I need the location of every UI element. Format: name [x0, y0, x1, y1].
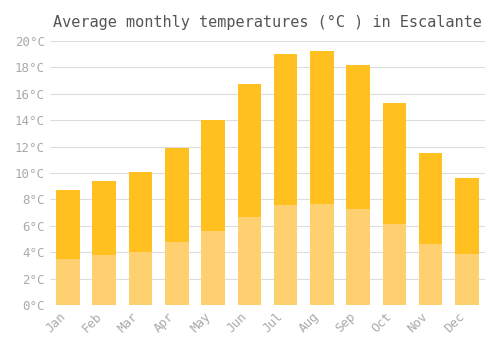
Title: Average monthly temperatures (°C ) in Escalante: Average monthly temperatures (°C ) in Es… — [53, 15, 482, 30]
Bar — [238, 84, 261, 305]
Bar — [455, 254, 478, 305]
Bar — [165, 242, 188, 305]
Bar — [310, 51, 334, 305]
Bar — [382, 103, 406, 305]
Bar — [56, 190, 80, 305]
Bar — [92, 181, 116, 305]
Bar — [274, 205, 297, 305]
Bar — [128, 252, 152, 305]
Bar — [128, 172, 152, 305]
Bar — [346, 209, 370, 305]
Bar — [346, 65, 370, 305]
Bar — [202, 120, 225, 305]
Bar — [419, 244, 442, 305]
Bar — [238, 217, 261, 305]
Bar — [165, 148, 188, 305]
Bar — [56, 259, 80, 305]
Bar — [382, 224, 406, 305]
Bar — [274, 54, 297, 305]
Bar — [92, 256, 116, 305]
Bar — [419, 153, 442, 305]
Bar — [310, 204, 334, 305]
Bar — [202, 231, 225, 305]
Bar — [455, 178, 478, 305]
